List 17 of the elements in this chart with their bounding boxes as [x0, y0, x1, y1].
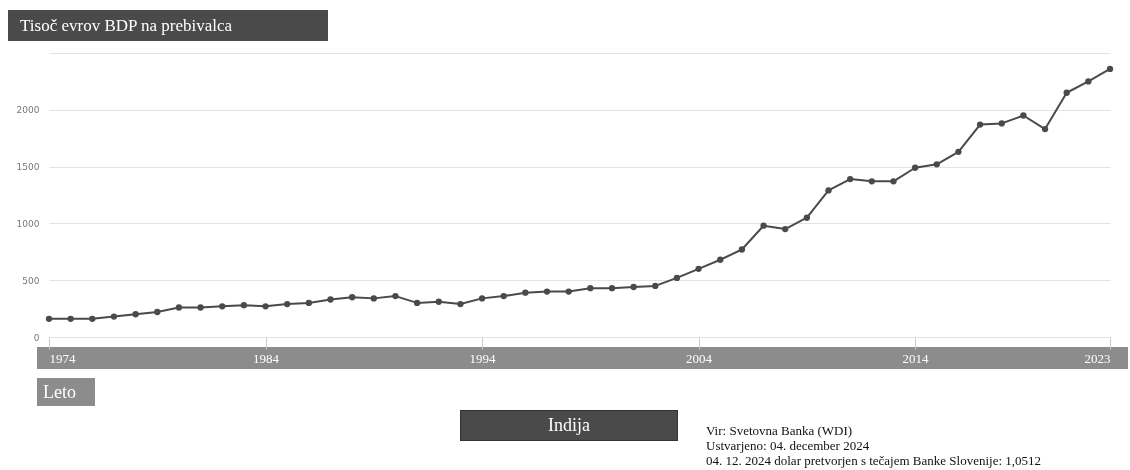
y-tick-label: 2000 [16, 105, 40, 116]
x-tick-label: 1974 [49, 350, 76, 366]
y-tick-label: 500 [22, 275, 40, 286]
chart-title: Tisoč evrov BDP na prebivalca [8, 10, 328, 41]
x-axis-title: Leto [37, 378, 95, 406]
y-tick-label: 0 [33, 332, 40, 343]
text: Indija [460, 410, 678, 441]
x-tick-label: 2023 [1084, 350, 1111, 366]
text: Vir: Svetovna Banka (WDI) [706, 423, 854, 438]
text: Ustvarjeno: 04. december 2024 [706, 438, 871, 453]
y-tick-label: 1000 [16, 218, 40, 229]
x-tick-label: 2004 [686, 350, 713, 366]
x-tick-label: 1984 [253, 350, 280, 366]
y-tick-label: 1500 [16, 162, 40, 173]
x-tick-label: 2014 [902, 350, 930, 366]
x-tick-label: 1994 [469, 350, 497, 366]
text: 04. 12. 2024 dolar pretvorjen s tečajem Banke Slovenije: 1,0512 [706, 453, 1042, 468]
